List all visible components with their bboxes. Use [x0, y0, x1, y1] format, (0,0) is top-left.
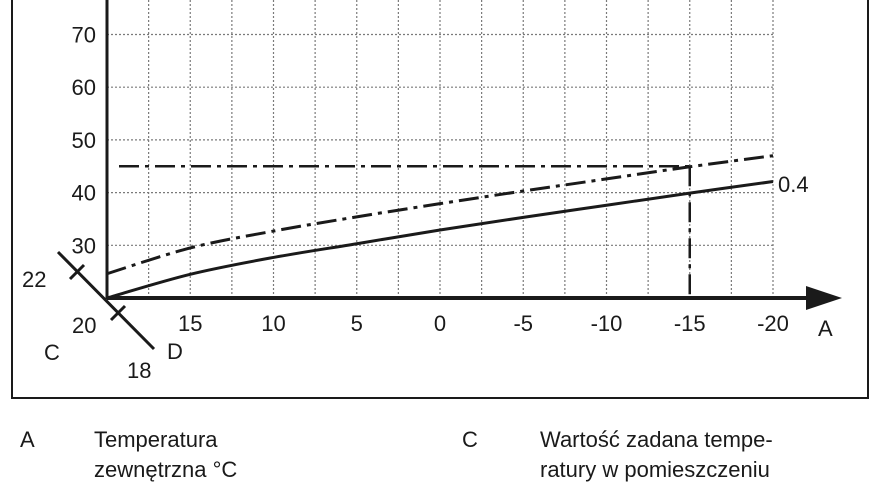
y-tick-label: 70 [72, 23, 96, 48]
x-tick-label: -15 [674, 311, 706, 336]
legend-text-c-line1: Wartość zadana tempe- [540, 427, 773, 452]
legend-entry-a: A Temperatura zewnętrzna °C [0, 426, 440, 482]
y-tick-label: 60 [72, 75, 96, 100]
reference-lines [119, 165, 691, 298]
series [106, 154, 774, 300]
series-label-0-4: 0.4 [778, 172, 809, 197]
series-line-0 [106, 180, 774, 300]
scale-label-22: 22 [22, 267, 46, 292]
x-tick-label: -20 [757, 311, 789, 336]
legend-entry-c: C Wartość zadana tempe- ratury w pomiesz… [440, 426, 880, 482]
scale-label-18: 18 [127, 358, 151, 383]
legend-key-a: A [20, 427, 35, 452]
scale-letter-c: C [44, 340, 60, 365]
x-axis-letter: A [818, 316, 833, 341]
scale-tick-22 [68, 263, 86, 281]
x-tick-label: 10 [261, 311, 285, 336]
x-axis-arrow-icon [806, 286, 842, 310]
grid [107, 0, 774, 298]
chart-frame [11, 0, 869, 399]
y-tick-label: 50 [72, 128, 96, 153]
y-tick-label: 30 [72, 233, 96, 258]
legend-text-a-line1: Temperatura [94, 427, 218, 452]
x-tick-label: -10 [591, 311, 623, 336]
heating-curve-chart: A 0.4 22 20 18 C D 15 10 5 0 -5 -10 -15 -203040… [11, 0, 869, 399]
x-tick-label: 0 [434, 311, 446, 336]
scale-letter-d: D [167, 339, 183, 364]
scale-tick-20 [109, 304, 127, 322]
chart-area: A 0.4 22 20 18 C D 15 10 5 0 -5 -10 -15 -20 30 40… [11, 0, 869, 399]
x-tick-label: -5 [513, 311, 533, 336]
legend-text-a-line2: zewnętrzna °C [94, 457, 238, 482]
legend-key-c: C [462, 427, 478, 452]
labels: A 0.4 22 20 18 C D 15 10 5 0 -5 -10 -15 -203040… [22, 23, 833, 384]
legend-text-c-line2: ratury w pomieszczeniu [540, 457, 770, 482]
scale-label-20: 20 [72, 313, 96, 338]
x-tick-label: 15 [178, 311, 202, 336]
x-tick-label: 5 [351, 311, 363, 336]
room-setpoint-scale-line [56, 250, 156, 351]
y-tick-label: 40 [72, 181, 96, 206]
series-line-1 [106, 154, 774, 276]
